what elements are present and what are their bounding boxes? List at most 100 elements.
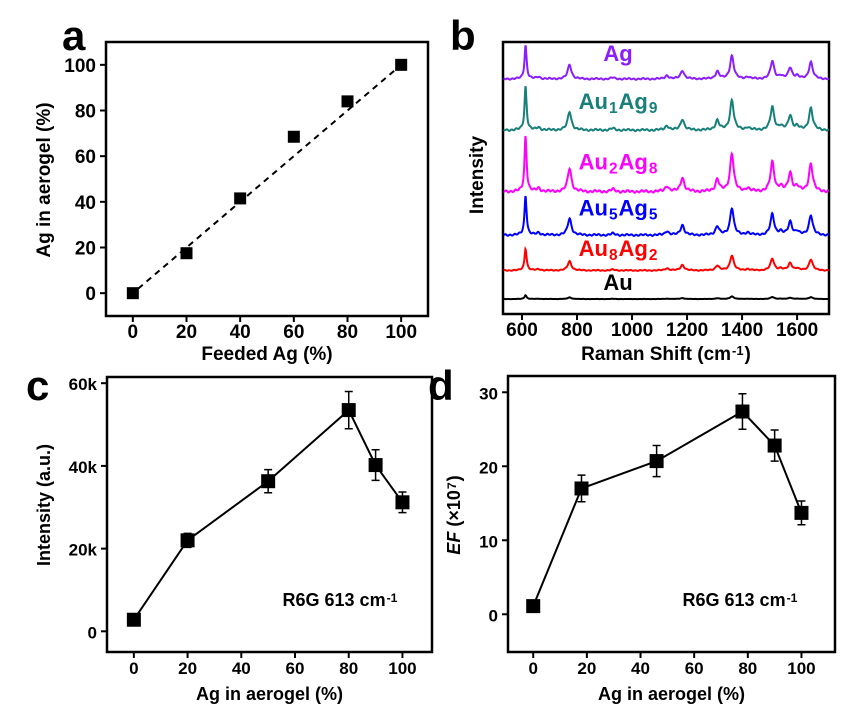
- series-label: Au5Ag5: [579, 195, 658, 223]
- spectrum-line: [503, 85, 830, 133]
- annotation: R6G 613 cm-1: [683, 590, 798, 610]
- plot-frame: [104, 40, 430, 318]
- x-axis-title: Ag in aerogel (%): [196, 684, 343, 704]
- x-axis-title: Feeded Ag (%): [201, 344, 332, 365]
- panel-d: 0 20 40 60 80 100 0 10 20 30 Ag in aerogel (%) EF (…: [444, 374, 837, 704]
- y-tick-label: 0: [88, 623, 97, 642]
- x-tick-label: 80: [337, 322, 358, 343]
- text-part: Au: [579, 195, 608, 220]
- y-tick-label: 40k: [69, 458, 98, 477]
- x-tick-label: 20: [176, 322, 197, 343]
- y-tick-label: 20: [75, 239, 96, 260]
- x-tick-label: 20: [178, 659, 197, 678]
- text-part: 2: [609, 160, 618, 177]
- annotation: R6G 613 cm-1: [283, 590, 398, 610]
- data-point: [287, 130, 300, 143]
- panel-c: 0 20 40 60 80 100 0 20k 40k 60k Ag in aerogel (%) I…: [34, 375, 434, 704]
- x-tick-label: 1600: [776, 320, 818, 341]
- y-tick-label: 30: [479, 384, 498, 403]
- data-point: [261, 474, 276, 489]
- text-part: 8: [649, 160, 658, 177]
- data-point: [574, 481, 589, 496]
- y-tick-label: 20k: [69, 541, 98, 560]
- text-part: R6G 613 cm: [683, 590, 786, 610]
- y-tick-label: 60: [75, 147, 96, 168]
- y-axis-title: Intensity (a.u.): [34, 444, 54, 566]
- x-tick-label: 60: [283, 322, 304, 343]
- text-part: Ag: [619, 195, 648, 220]
- data-point: [341, 403, 356, 418]
- spectrum-line: [503, 195, 830, 237]
- text-part: ): [444, 475, 464, 481]
- text-part: (×10: [444, 490, 464, 532]
- x-tick-label: 1200: [666, 320, 708, 341]
- x-axis-title: Raman Shift (cm-1): [581, 343, 751, 365]
- x-tick-label: 0: [128, 322, 139, 343]
- x-tick-label: 40: [232, 659, 251, 678]
- plot-frame: [105, 375, 434, 654]
- text-part: 7: [445, 482, 459, 489]
- data-point: [180, 533, 195, 548]
- x-tick-label: 0: [528, 659, 537, 678]
- text-part: 2: [649, 247, 658, 264]
- y-axis-title: EF (×107): [444, 475, 464, 554]
- series-label: Au: [603, 270, 632, 295]
- text-part: Ag: [619, 150, 648, 175]
- y-tick-label: 60k: [69, 375, 98, 394]
- text-part: -1: [732, 343, 743, 358]
- x-tick-label: 100: [787, 659, 815, 678]
- y-tick-label: 10: [479, 532, 498, 551]
- data-point: [767, 438, 782, 453]
- data-point: [126, 612, 141, 627]
- text-part: Au: [603, 270, 632, 295]
- text-part: ): [745, 344, 751, 365]
- data-point: [341, 95, 354, 108]
- x-tick-label: 100: [388, 659, 416, 678]
- x-tick-label: 80: [339, 659, 358, 678]
- x-tick-label: 60: [685, 659, 704, 678]
- text-part: EF: [444, 531, 464, 555]
- text-part: 8: [609, 247, 618, 264]
- text-part: Ag: [619, 236, 648, 261]
- spectrum-line: [503, 294, 829, 301]
- y-tick-label: 0: [489, 606, 498, 625]
- panel-b: 600 800 1000 1200 1400 1600 Raman Shift (cm-1)…: [467, 40, 831, 365]
- x-tick-label: 0: [129, 659, 138, 678]
- x-tick-label: 80: [738, 659, 757, 678]
- x-tick-label: 800: [561, 320, 593, 341]
- spectrum-line: [503, 135, 829, 194]
- data-point: [126, 287, 139, 300]
- x-tick-label: 40: [631, 659, 650, 678]
- text-part: Au: [579, 236, 608, 261]
- panel-label-c: c: [26, 362, 49, 409]
- data-point: [794, 505, 809, 520]
- data-line: [133, 408, 404, 621]
- text-part: 9: [649, 100, 658, 117]
- text-part: Ag: [619, 89, 648, 114]
- x-tick-label: 600: [506, 320, 538, 341]
- text-part: -1: [387, 591, 398, 605]
- x-tick-label: 20: [577, 659, 596, 678]
- y-tick-label: 100: [64, 56, 96, 77]
- panel-label-a: a: [62, 12, 86, 59]
- y-tick-label: 80: [75, 102, 96, 123]
- data-point: [368, 458, 383, 473]
- plot-frame: [501, 40, 831, 316]
- x-tick-label: 1000: [611, 320, 653, 341]
- data-point: [395, 495, 410, 510]
- panel-label-b: b: [450, 12, 476, 59]
- y-tick-label: 0: [85, 284, 96, 305]
- y-tick-label: 20: [479, 458, 498, 477]
- series-label: Au2Ag8: [579, 150, 658, 178]
- spectrum-line: [503, 45, 830, 81]
- text-part: Raman Shift (cm: [581, 344, 731, 365]
- panel-a: 0 20 40 60 80 100 0 20 40 60 80 100 Feeded Ag (%) Ag …: [34, 40, 430, 365]
- x-tick-label: 40: [230, 322, 251, 343]
- data-point: [526, 599, 541, 614]
- text-part: -1: [787, 591, 798, 605]
- text-part: 5: [609, 206, 618, 223]
- data-point: [649, 454, 664, 469]
- plot-frame: [506, 374, 837, 654]
- x-tick-label: 60: [286, 659, 305, 678]
